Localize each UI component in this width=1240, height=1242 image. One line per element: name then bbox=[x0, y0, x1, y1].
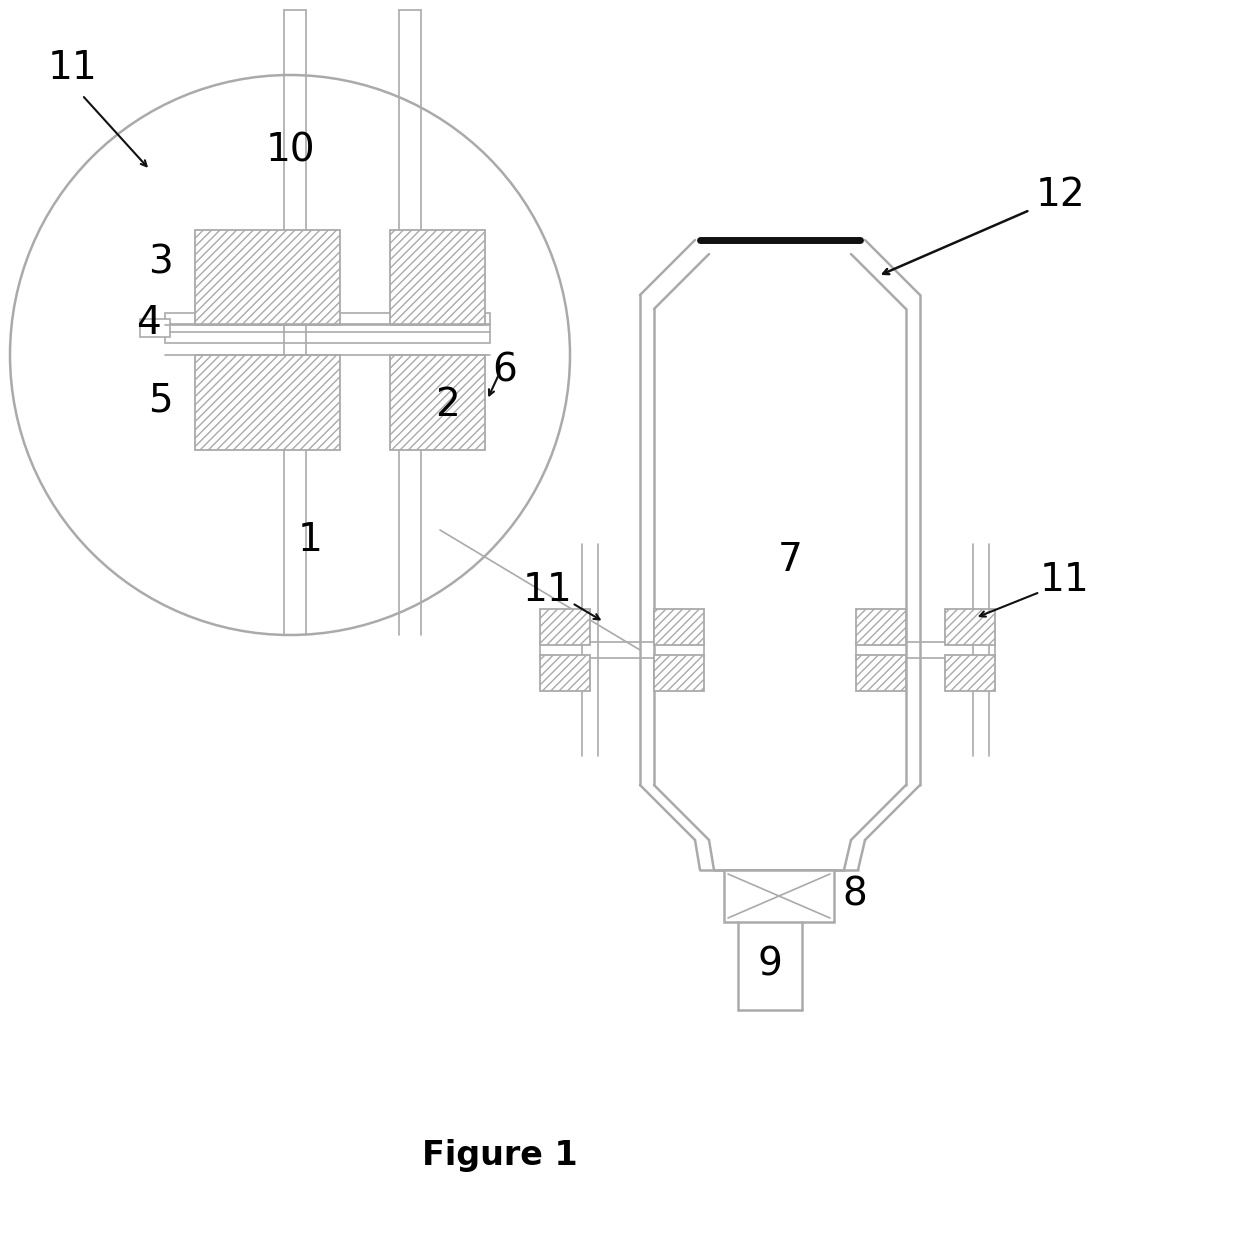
Bar bbox=[195, 355, 340, 450]
Text: 7: 7 bbox=[777, 542, 802, 579]
Text: 1: 1 bbox=[298, 520, 322, 559]
Text: 9: 9 bbox=[758, 946, 782, 984]
Text: 11: 11 bbox=[48, 48, 98, 87]
Bar bbox=[856, 642, 994, 658]
Bar bbox=[945, 609, 994, 645]
Text: 11: 11 bbox=[1040, 561, 1090, 599]
Text: Figure 1: Figure 1 bbox=[422, 1139, 578, 1171]
Text: 6: 6 bbox=[492, 351, 517, 389]
Bar bbox=[539, 609, 590, 645]
Text: 4: 4 bbox=[135, 304, 160, 342]
Text: 11: 11 bbox=[523, 571, 573, 609]
Text: 8: 8 bbox=[843, 876, 867, 914]
Text: 2: 2 bbox=[435, 386, 460, 424]
Text: 5: 5 bbox=[148, 381, 172, 419]
Bar bbox=[539, 642, 704, 658]
Text: 3: 3 bbox=[148, 243, 172, 281]
Text: 12: 12 bbox=[1035, 176, 1085, 214]
Bar bbox=[653, 609, 704, 645]
Bar bbox=[856, 609, 906, 645]
Bar bbox=[391, 355, 485, 450]
Bar bbox=[140, 319, 170, 337]
Text: 10: 10 bbox=[265, 130, 315, 169]
Bar bbox=[724, 869, 835, 922]
Bar bbox=[856, 655, 906, 691]
Bar bbox=[945, 655, 994, 691]
Bar bbox=[653, 655, 704, 691]
Bar bbox=[391, 230, 485, 325]
Bar bbox=[195, 230, 340, 325]
Bar bbox=[539, 655, 590, 691]
Bar bbox=[165, 313, 490, 343]
